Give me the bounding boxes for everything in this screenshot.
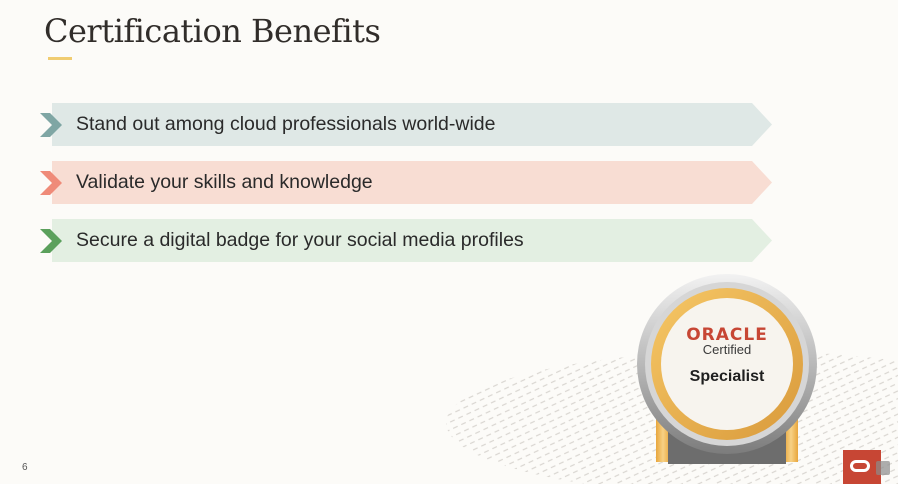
benefit-label: Validate your skills and knowledge xyxy=(76,171,373,193)
benefit-bar xyxy=(52,103,772,146)
oracle-ring-shape xyxy=(850,460,870,472)
oracle-logo-icon xyxy=(843,450,881,484)
benefit-item-1: Stand out among cloud professionals worl… xyxy=(40,103,772,146)
page-number: 6 xyxy=(22,462,28,473)
benefit-bar xyxy=(52,161,772,204)
benefit-bar xyxy=(52,219,772,262)
corner-mark xyxy=(876,461,890,475)
benefit-item-2: Validate your skills and knowledge xyxy=(40,161,772,204)
badge-graphic xyxy=(637,274,817,464)
benefit-label: Stand out among cloud professionals worl… xyxy=(76,113,496,135)
badge-certified-text: Certified xyxy=(702,342,752,357)
chevron-right-icon xyxy=(40,229,62,253)
chevron-right-icon xyxy=(40,113,62,137)
slide-title: Certification Benefits xyxy=(44,12,381,50)
title-accent-line xyxy=(48,57,72,60)
benefit-item-3: Secure a digital badge for your social m… xyxy=(40,219,772,262)
certified-specialist-badge: ORACLE Certified Specialist xyxy=(634,274,820,466)
benefit-label: Secure a digital badge for your social m… xyxy=(76,229,524,251)
badge-specialist-text: Specialist xyxy=(689,368,765,385)
badge-brand: ORACLE xyxy=(686,325,768,345)
chevron-right-icon xyxy=(40,171,62,195)
